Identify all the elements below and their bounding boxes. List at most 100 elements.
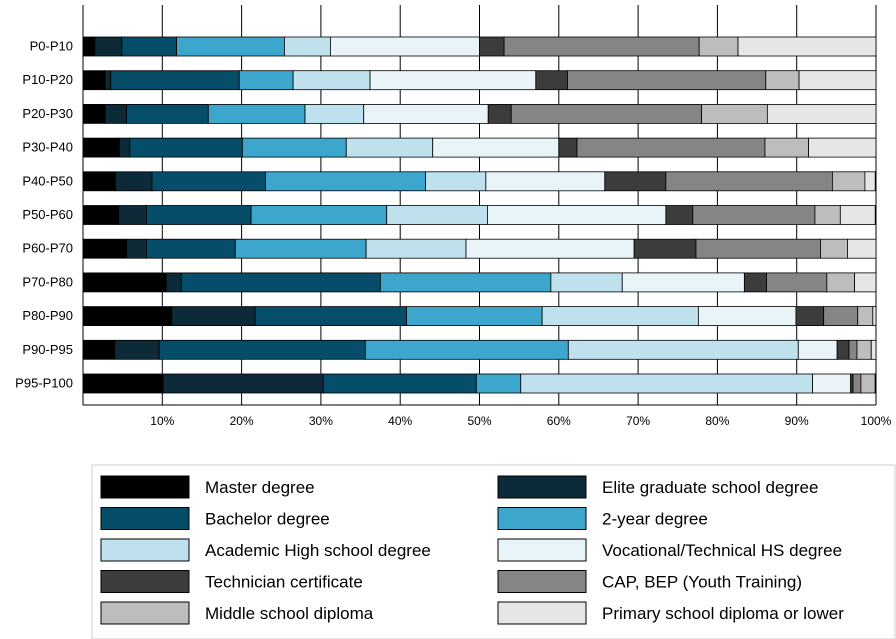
bar-segment [126,104,209,124]
bar-segment [737,36,877,57]
bar-segment [425,171,487,192]
bar-segment [621,272,745,293]
bar-segment [165,272,182,293]
legend-box [91,464,896,639]
bar-segment [386,205,488,225]
category-label: P50-P60 [22,207,73,222]
legend-label: Technician certificate [205,573,363,592]
bar-segment [176,36,285,57]
bar-segment [82,104,106,124]
legend-swatch [100,601,190,625]
bar-segment [238,70,294,91]
bar-segment [852,373,862,394]
x-tick-label: 100% [861,414,892,428]
bar-segment [665,205,694,225]
bar-segment [520,373,813,394]
bar-segment [284,36,331,57]
x-tick-label: 10% [150,414,174,428]
bar-segment [872,306,877,327]
bar-segment [151,171,266,192]
bar-segment [857,306,874,327]
bar-segment [874,373,877,394]
bar-segment [576,137,766,158]
bar-segment [345,137,434,158]
bar-segment [665,171,833,192]
bar-segment [94,36,123,57]
legend-label: CAP, BEP (Youth Training) [602,573,802,592]
legend-label: Primary school diploma or lower [602,604,844,623]
bar-segment [330,36,480,57]
bar-segment [406,306,543,327]
bar-segment [82,306,173,327]
category-label: P70-P80 [22,274,73,289]
bar-segment [171,306,256,327]
bar-segment [158,339,366,360]
x-tick-label: 80% [705,414,729,428]
bar-segment [121,36,177,57]
x-tick-label: 90% [785,414,809,428]
bar-segment [264,171,426,192]
bar-segment [764,137,809,158]
x-tick-label: 40% [388,414,412,428]
bar-segment [104,104,128,124]
bar-segment [82,373,164,394]
legend-label: 2-year degree [602,510,708,529]
bar-segment [126,238,147,259]
legend-swatch [497,475,587,499]
legend-label: Elite graduate school degree [602,478,818,497]
bar-segment [82,137,120,158]
bar-segment [180,272,381,293]
bar-segment [254,306,407,327]
bar-segment [82,238,128,259]
x-tick-label: 20% [230,414,254,428]
category-label: P60-P70 [22,241,73,256]
bar-segment [487,205,667,225]
bar-segment [292,70,371,91]
legend-label: Bachelor degree [205,510,330,529]
category-label: P90-P95 [22,342,73,357]
bar-segment [129,137,243,158]
bar-segment [82,171,116,192]
bar-segment [567,70,767,91]
bar-segment [812,373,852,394]
legend: Master degree Elite graduate school degre… [91,464,896,639]
legend-swatch [100,475,190,499]
legend-swatch [497,538,587,562]
bar-segment [692,205,816,225]
category-label: P40-P50 [22,173,73,188]
bar-segment [487,104,512,124]
bar-segment [322,373,477,394]
x-tick-label: 60% [547,414,571,428]
legend-label: Academic High school degree [205,541,431,560]
legend-swatch [100,570,190,593]
legend-label: Middle school diploma [205,604,374,623]
bar-segment [82,205,120,225]
category-labels: P0-P10 P10-P20 P20-P30 P30-P40 P40-P50 P50-P6… [15,39,73,391]
bar-segment [82,70,106,91]
bar-segment [701,104,768,124]
bar-segment [836,339,850,360]
category-label: P10-P20 [22,72,73,87]
bar-segment [541,306,699,327]
bar-segment [365,238,467,259]
bar-segment [823,306,859,327]
legend-label: Vocational/Technical HS degree [602,541,842,560]
bar-segment [798,70,877,91]
bar-segment [485,171,606,192]
axes [82,5,876,406]
legend-swatch [497,507,587,530]
bar-segment [207,104,306,124]
bar-segment [847,238,877,259]
bar-segment [119,137,131,158]
category-label: P0-P10 [30,39,73,54]
bar-segment [814,205,841,225]
bar-segment [860,373,876,394]
bar-segment [465,238,635,259]
bar-segment [110,70,240,91]
bar-segment [766,272,828,293]
bars [82,36,877,394]
legend-label: Master degree [205,478,315,497]
bar-segment [633,238,697,259]
bar-segment [848,339,858,360]
